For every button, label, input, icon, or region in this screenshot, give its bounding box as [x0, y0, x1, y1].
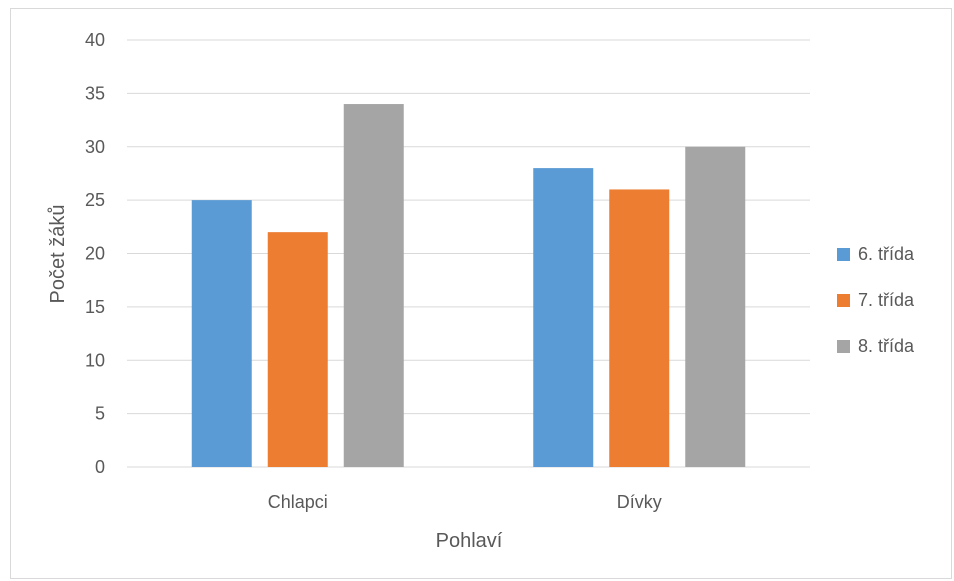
y-tick-labels: 0 5 10 15 20 25 30 35 40 [85, 30, 105, 477]
bar [191, 200, 252, 467]
bar [343, 104, 404, 468]
bar [609, 189, 670, 467]
y-tick-label: 0 [95, 457, 105, 477]
y-tick-label: 35 [85, 83, 105, 103]
y-tick-label: 40 [85, 30, 105, 50]
y-tick-label: 25 [85, 190, 105, 210]
bar [267, 232, 328, 467]
legend-label: 7. třída [858, 290, 915, 310]
legend-swatch [837, 294, 850, 307]
bars [191, 104, 746, 468]
legend-label: 6. třída [858, 244, 915, 264]
bar [685, 146, 746, 467]
category-labels: Chlapci Dívky [268, 492, 662, 512]
y-axis-title: Počet žáků [47, 205, 69, 304]
x-axis-title: Pohlaví [436, 530, 503, 552]
y-tick-label: 15 [85, 297, 105, 317]
y-tick-label: 20 [85, 244, 105, 264]
y-tick-label: 30 [85, 137, 105, 157]
bar [533, 168, 594, 467]
category-label: Dívky [617, 492, 662, 512]
legend-swatch [837, 248, 850, 261]
legend-swatch [837, 340, 850, 353]
legend-label: 8. třída [858, 336, 915, 356]
chart-frame [10, 8, 952, 579]
category-label: Chlapci [268, 492, 328, 512]
legend: 6. třída 7. třída 8. třída [837, 244, 915, 356]
y-tick-label: 5 [95, 404, 105, 424]
y-tick-label: 10 [85, 350, 105, 370]
